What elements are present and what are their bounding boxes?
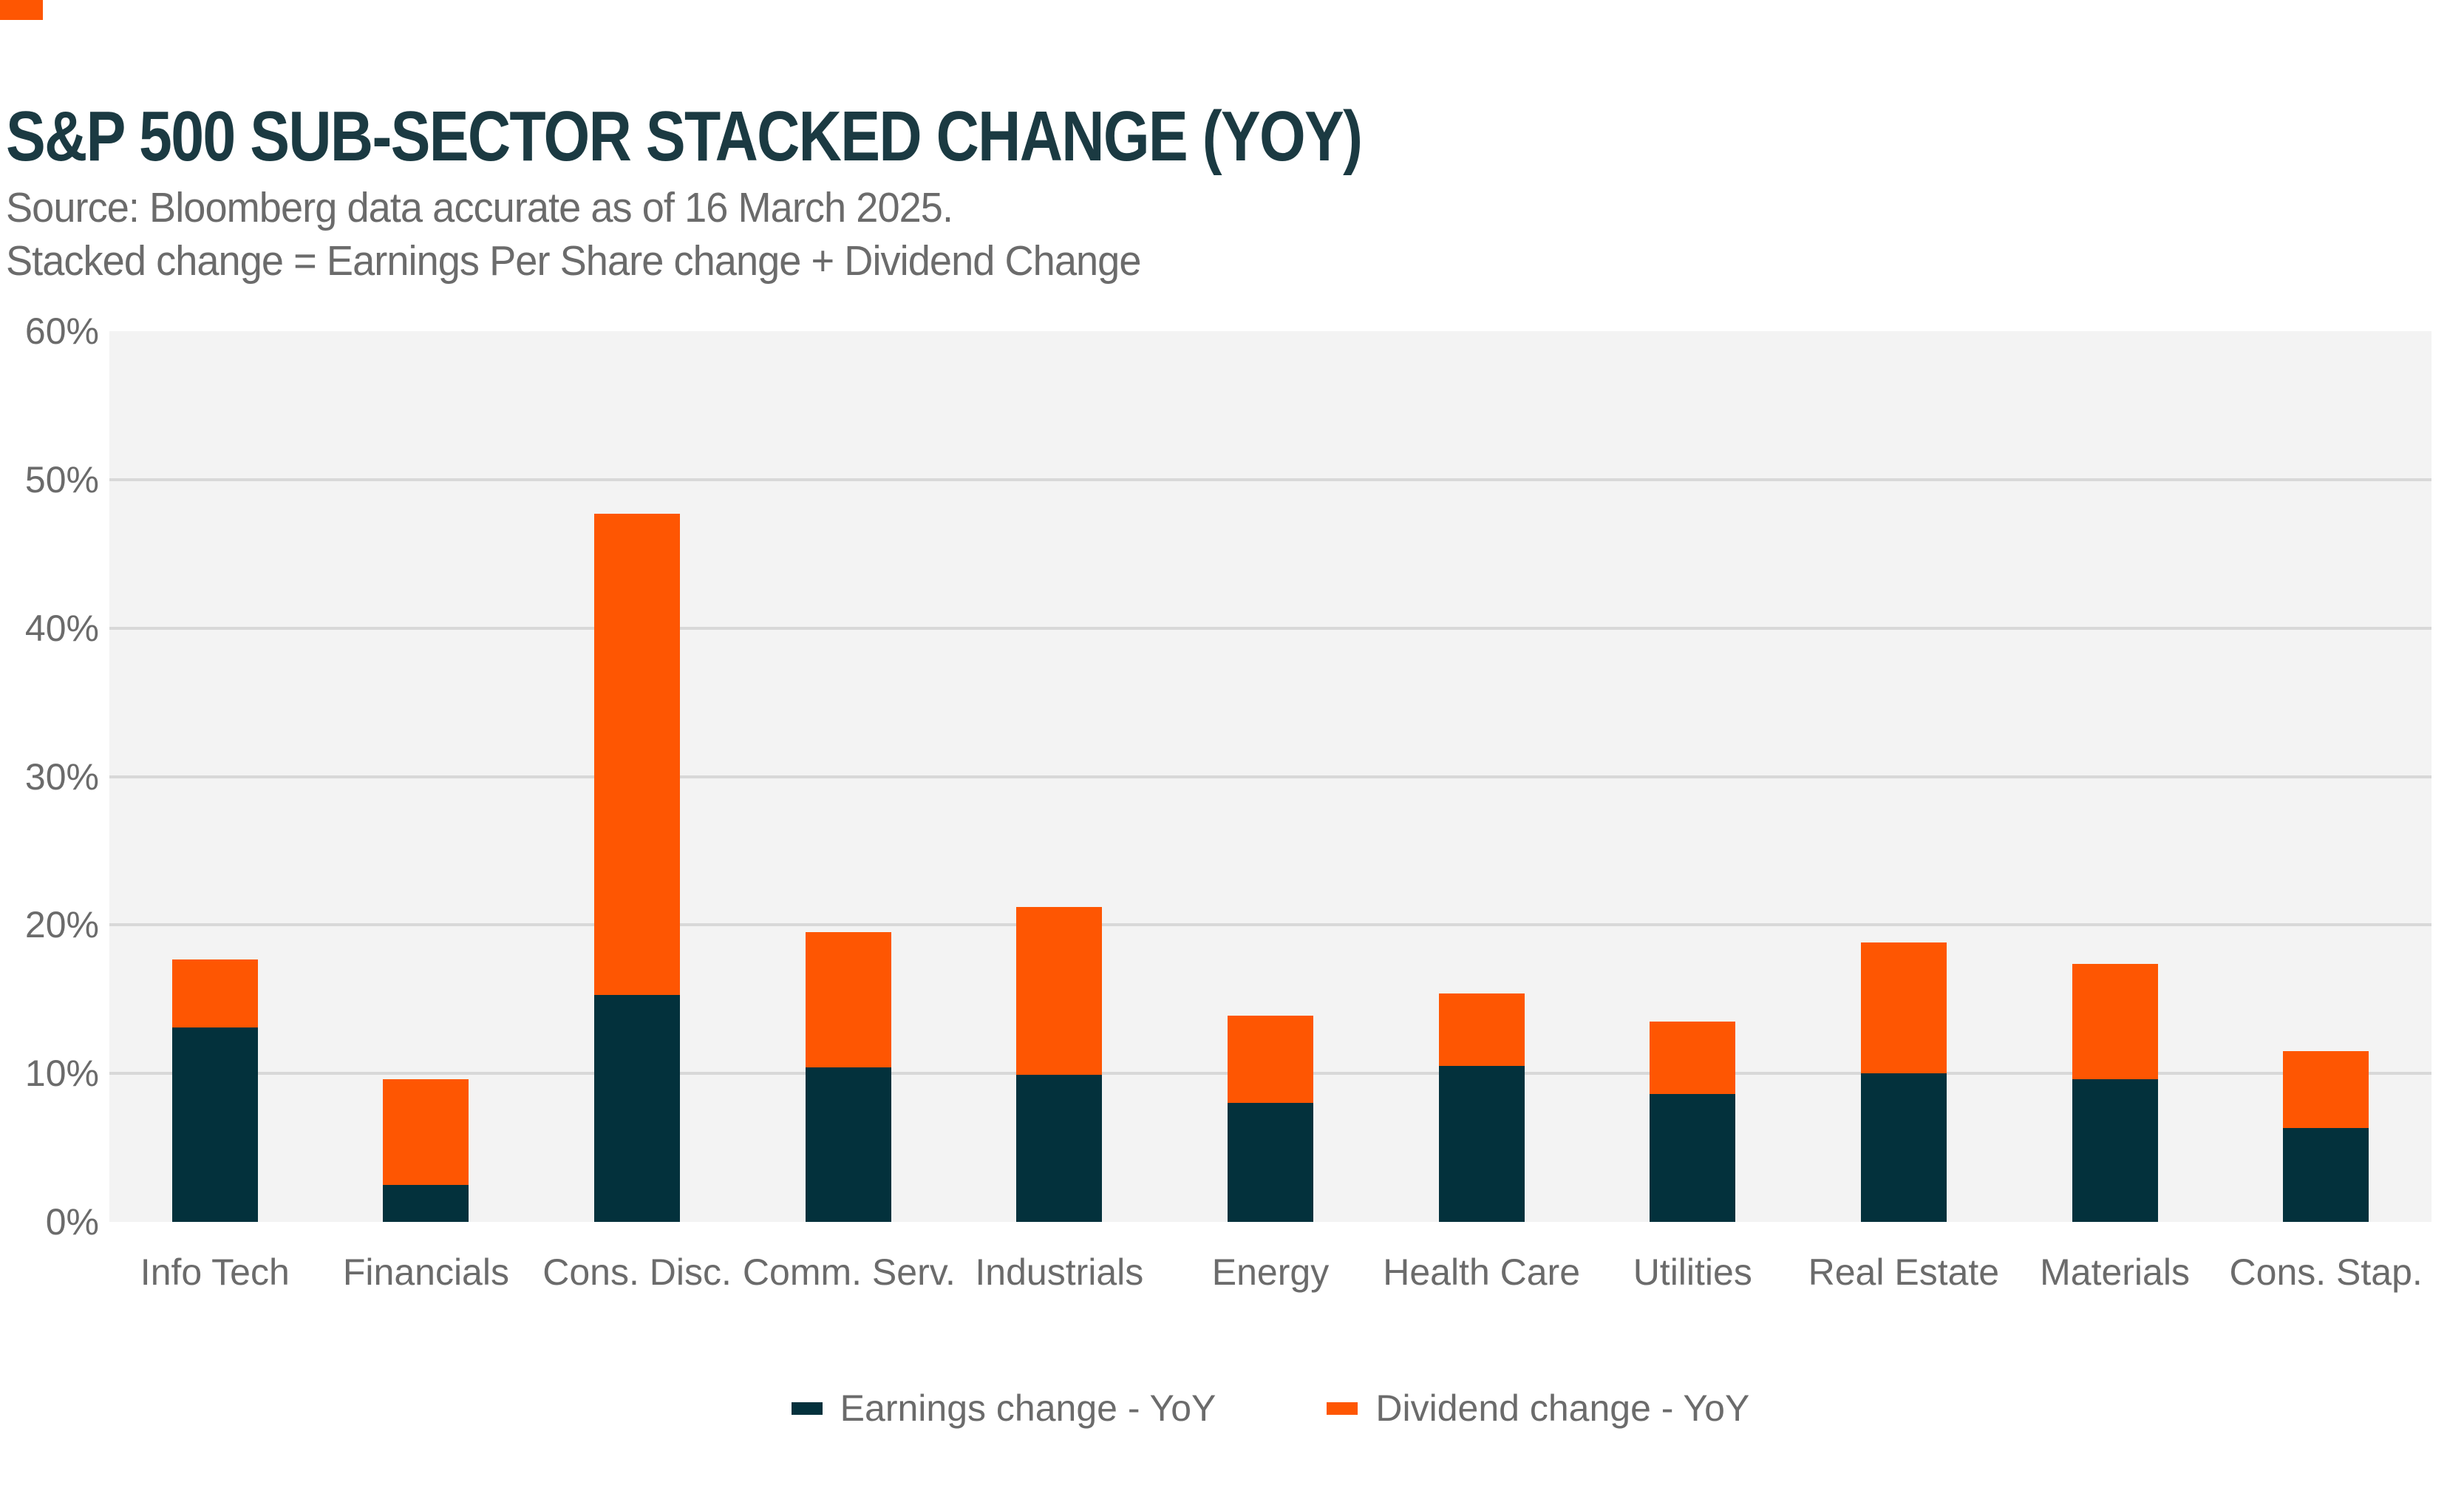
plot-area bbox=[109, 331, 2431, 1222]
x-axis-category-label: Real Estate bbox=[1808, 1251, 2000, 1293]
x-axis-category-label: Cons. Disc. bbox=[542, 1251, 732, 1293]
dividend-segment-cons-disc bbox=[594, 514, 681, 995]
y-axis-labels: 0% 10% 20% 30% 40% 50% 60% bbox=[0, 311, 99, 1242]
dividend-segment-utilities bbox=[1650, 1021, 1736, 1095]
earnings-segment-info-tech bbox=[171, 1027, 258, 1222]
x-axis-labels: Info Tech Financials Cons. Disc. Comm. Serv… bbox=[109, 1251, 2431, 1302]
y-axis-tick-label-60: 60% bbox=[24, 310, 99, 352]
earnings-segment-energy bbox=[1228, 1103, 1313, 1222]
brand-accent-mark bbox=[0, 0, 43, 20]
gridline-40 bbox=[109, 626, 2431, 630]
y-axis-tick-label-0: 0% bbox=[45, 1201, 99, 1243]
x-axis-category-label: Health Care bbox=[1383, 1251, 1581, 1293]
dividend-legend-swatch bbox=[1327, 1402, 1358, 1415]
earnings-segment-real-estate bbox=[1860, 1073, 1947, 1222]
chart-note-line: Stacked change = Earnings Per Share chan… bbox=[6, 237, 1141, 285]
legend: Earnings change - YoY Dividend change - … bbox=[109, 1387, 2431, 1430]
earnings-segment-comm-serv bbox=[805, 1067, 891, 1222]
dividend-legend-label: Dividend change - YoY bbox=[1375, 1387, 1750, 1429]
x-axis-category-label: Financials bbox=[342, 1251, 509, 1293]
gridline-30 bbox=[109, 775, 2431, 778]
earnings-segment-cons-disc bbox=[594, 994, 681, 1222]
x-axis-category-label: Info Tech bbox=[140, 1251, 290, 1293]
dividend-segment-energy bbox=[1228, 1015, 1313, 1104]
page-title: S&P 500 SUB-SECTOR STACKED CHANGE (YOY) bbox=[6, 97, 1363, 176]
y-axis-tick-label-10: 10% bbox=[24, 1053, 99, 1095]
earnings-segment-industrials bbox=[1016, 1075, 1103, 1222]
y-axis-tick-label-40: 40% bbox=[24, 607, 99, 649]
x-axis-category-label: Industrials bbox=[975, 1251, 1144, 1293]
x-axis-category-label: Cons. Stap. bbox=[2229, 1251, 2423, 1293]
gridline-50 bbox=[109, 478, 2431, 481]
chart-source-line: Source: Bloomberg data accurate as of 16… bbox=[6, 184, 953, 231]
dividend-segment-industrials bbox=[1016, 907, 1103, 1076]
dividend-segment-materials bbox=[2072, 963, 2158, 1080]
y-axis-tick-label-30: 30% bbox=[24, 755, 99, 798]
y-axis-tick-label-50: 50% bbox=[24, 458, 99, 500]
earnings-segment-health-care bbox=[1438, 1066, 1525, 1222]
legend-item-earnings: Earnings change - YoY bbox=[791, 1387, 1216, 1430]
earnings-segment-utilities bbox=[1650, 1094, 1736, 1222]
x-axis-category-label: Utilities bbox=[1633, 1251, 1752, 1293]
dividend-segment-health-care bbox=[1438, 993, 1525, 1067]
earnings-segment-cons-stap bbox=[2283, 1128, 2369, 1222]
x-axis-category-label: Energy bbox=[1211, 1251, 1330, 1293]
dividend-segment-info-tech bbox=[171, 959, 258, 1027]
dividend-segment-financials bbox=[383, 1079, 469, 1185]
earnings-legend-label: Earnings change - YoY bbox=[840, 1387, 1216, 1429]
dividend-segment-cons-stap bbox=[2283, 1051, 2369, 1129]
x-axis-category-label: Materials bbox=[2040, 1251, 2190, 1293]
dividend-segment-real-estate bbox=[1860, 942, 1947, 1074]
earnings-legend-swatch bbox=[791, 1402, 823, 1415]
y-axis-tick-label-20: 20% bbox=[24, 904, 99, 946]
dividend-segment-comm-serv bbox=[805, 932, 891, 1068]
earnings-segment-materials bbox=[2072, 1079, 2158, 1222]
gridline-20 bbox=[109, 923, 2431, 927]
earnings-segment-financials bbox=[383, 1184, 469, 1222]
legend-item-dividend: Dividend change - YoY bbox=[1327, 1387, 1749, 1430]
x-axis-category-label: Comm. Serv. bbox=[742, 1251, 956, 1293]
